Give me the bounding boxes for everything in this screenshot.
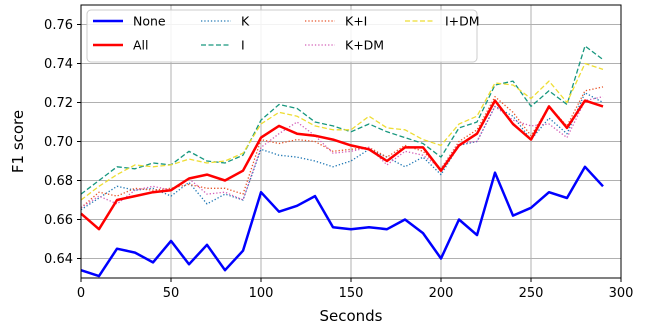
x-tick-label: 250 — [519, 286, 544, 301]
y-tick-label: 0.66 — [44, 213, 73, 228]
x-tick-label: 50 — [163, 286, 180, 301]
series-line-none — [80, 165, 604, 278]
legend: None All KI K+I K+DM I+DM — [86, 9, 480, 63]
legend-label: I+DM — [445, 14, 480, 29]
x-tick-label: 100 — [249, 286, 274, 301]
axis-ticks: 0 50 100 150 200 250 300 0.64 0.66 0.68 0.70 0.72 0.… — [44, 18, 633, 301]
legend-label: K+DM — [345, 38, 384, 53]
y-tick-label: 0.72 — [44, 96, 73, 111]
y-tick-label: 0.70 — [44, 135, 73, 150]
series-line-k-plus-i — [80, 86, 604, 209]
legend-label: I — [241, 38, 245, 53]
series-line-k — [80, 92, 604, 211]
y-tick-label: 0.74 — [44, 57, 73, 72]
y-tick-label: 0.64 — [44, 252, 73, 267]
x-tick-label: 200 — [429, 286, 454, 301]
series-line-i-plus-dm — [80, 62, 604, 201]
x-tick-label: 300 — [609, 286, 634, 301]
legend-label: K — [241, 14, 250, 29]
y-tick-label: 0.68 — [44, 174, 73, 189]
series-line-all — [80, 99, 604, 231]
x-tick-label: 150 — [339, 286, 364, 301]
series-line-i — [80, 45, 604, 195]
y-tick-label: 0.76 — [44, 18, 73, 33]
x-axis-title: Seconds — [319, 307, 382, 325]
legend-label: All — [133, 38, 149, 53]
legend-label: K+I — [345, 14, 367, 29]
legend-label: None — [133, 14, 166, 29]
y-axis-title: F1 score — [9, 110, 27, 173]
series-line-k-plus-dm — [80, 96, 604, 209]
legend-box — [86, 9, 478, 63]
series-lines — [80, 45, 604, 278]
x-tick-label: 0 — [77, 286, 85, 301]
